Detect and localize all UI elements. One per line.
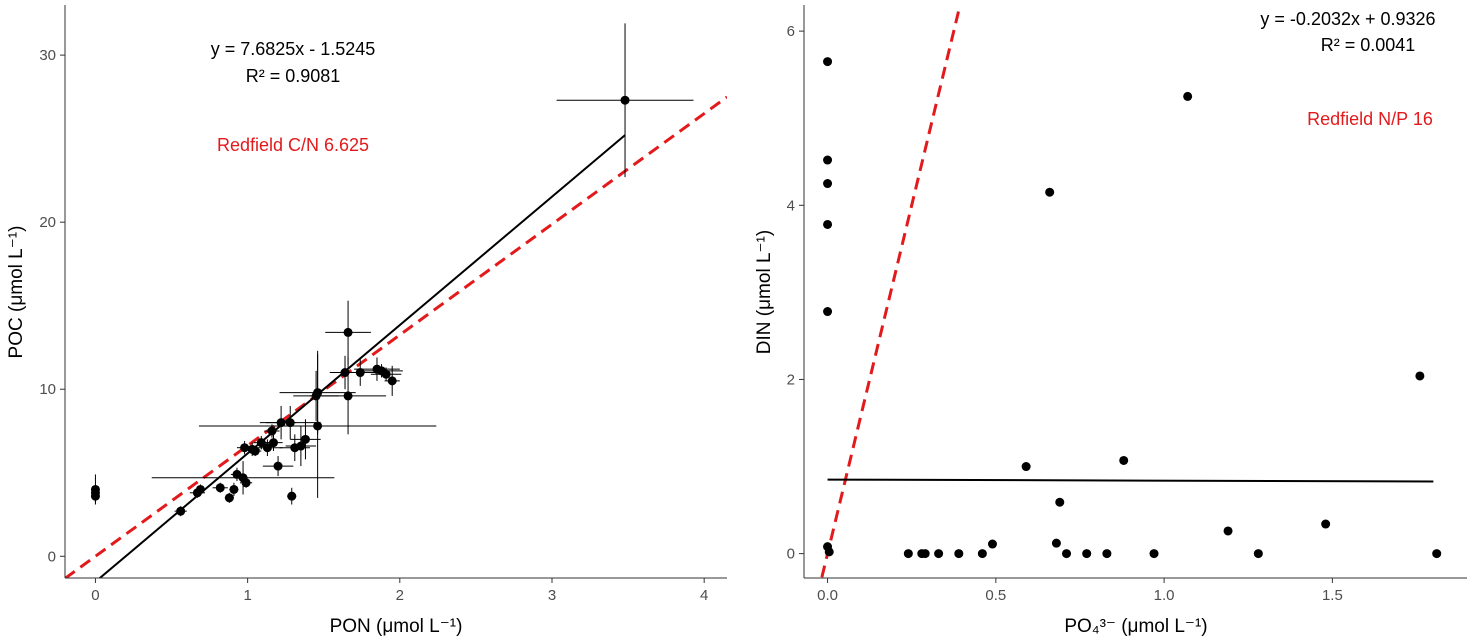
x-tick-label: 4 [700, 587, 708, 604]
fit-line [98, 134, 626, 578]
data-point [824, 547, 834, 557]
fit-line [827, 478, 1434, 483]
data-point [250, 446, 260, 456]
data-point [268, 438, 278, 448]
y-axis-title: DIN (μmol L⁻¹) [754, 230, 775, 354]
data-point [215, 483, 225, 493]
data-point [176, 506, 186, 516]
data-point [987, 539, 997, 549]
data-point [1021, 462, 1031, 472]
regression-equation: y = -0.2032x + 0.9326 [1260, 9, 1435, 29]
data-point [267, 426, 277, 436]
data-point [285, 418, 295, 428]
plot-area [820, 5, 1442, 578]
redfield-label: Redfield N/P 16 [1307, 109, 1433, 129]
data-point [313, 421, 323, 431]
x-tick-label: 1 [243, 587, 251, 604]
x-tick-label: 2 [396, 587, 404, 604]
data-point [262, 443, 272, 453]
data-point [195, 484, 205, 494]
y-tick-label: 2 [787, 371, 795, 388]
plot-area [65, 23, 727, 578]
data-point [823, 179, 833, 189]
data-point [241, 478, 251, 488]
data-point [343, 327, 353, 337]
regression-equation: y = 7.6825x - 1.5245 [211, 39, 376, 59]
redfield-line [820, 5, 962, 578]
data-point [954, 549, 964, 559]
data-point [1415, 371, 1425, 381]
data-point [343, 391, 353, 401]
y-tick-label: 10 [39, 381, 56, 398]
x-tick-label: 0.5 [985, 587, 1006, 604]
x-axis-title: PO₄³⁻ (μmol L⁻¹) [1064, 616, 1207, 637]
data-point [1102, 549, 1112, 559]
redfield-label: Redfield C/N 6.625 [217, 135, 369, 155]
data-point [1253, 549, 1263, 559]
data-point [256, 438, 266, 448]
x-tick-label: 1.0 [1154, 587, 1175, 604]
data-point [273, 461, 283, 471]
left-panel: 0 1 2 3 4 0 10 20 30 y = 7.6825x - 1.5245 R² = 0.9… [6, 5, 727, 637]
data-point [1051, 538, 1061, 548]
x-tick-label: 1.5 [1322, 587, 1343, 604]
data-point [300, 434, 310, 444]
r-squared: R² = 0.9081 [246, 66, 341, 86]
data-point [381, 369, 391, 379]
y-axis-title: POC (μmol L⁻¹) [6, 226, 27, 359]
x-tick-label: 0 [91, 587, 99, 604]
data-point [240, 443, 250, 453]
y-tick-label: 30 [39, 47, 56, 64]
data-point [1062, 549, 1072, 559]
data-point [1223, 526, 1233, 536]
data-point [1119, 455, 1129, 465]
data-point [296, 441, 306, 451]
right-panel: 0.0 0.5 1.0 1.5 0 2 4 6 y = -0.2032x + 0.9326 R² … [754, 5, 1467, 637]
x-tick-label: 3 [548, 587, 556, 604]
x-tick-label: 0.0 [817, 587, 838, 604]
data-point [224, 493, 234, 503]
data-point [977, 549, 987, 559]
data-point [934, 549, 944, 559]
y-tick-label: 20 [39, 214, 56, 231]
data-point [387, 376, 397, 386]
data-point [823, 57, 833, 67]
data-point [823, 219, 833, 229]
data-point [287, 491, 297, 501]
y-tick-label: 0 [48, 548, 56, 565]
r-squared: R² = 0.0041 [1321, 35, 1416, 55]
data-point [1183, 91, 1193, 101]
data-point [920, 549, 930, 559]
data-point [903, 549, 913, 559]
data-point [620, 95, 630, 105]
y-tick-label: 6 [787, 23, 795, 40]
data-point [90, 488, 100, 498]
data-point [1045, 187, 1055, 197]
data-point [1149, 549, 1159, 559]
data-point [1321, 519, 1331, 529]
x-axis-title: PON (μmol L⁻¹) [330, 616, 463, 637]
data-point [1082, 549, 1092, 559]
redfield-line [65, 95, 727, 578]
y-tick-label: 4 [787, 197, 795, 214]
data-point [1432, 549, 1442, 559]
data-point [823, 307, 833, 317]
data-point [1055, 497, 1065, 507]
data-point [355, 368, 365, 378]
data-point [823, 155, 833, 165]
y-tick-label: 0 [787, 546, 795, 563]
data-point [229, 484, 239, 494]
